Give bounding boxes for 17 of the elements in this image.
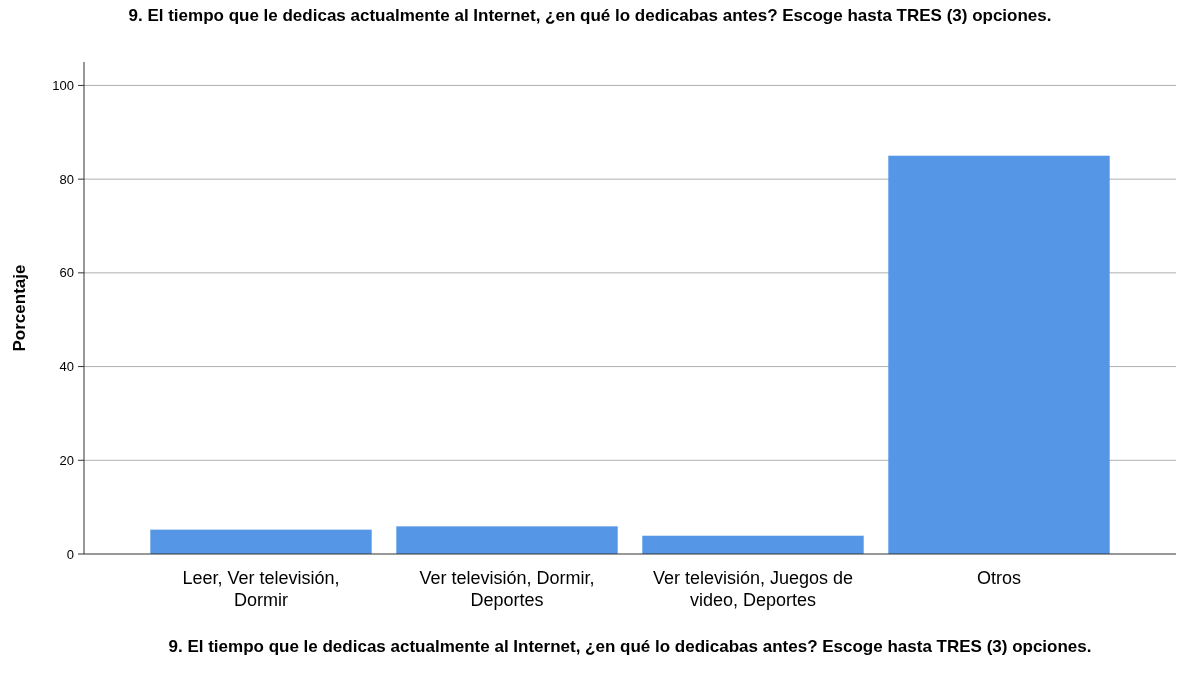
y-axis-title: Porcentaje bbox=[10, 264, 29, 352]
bar bbox=[888, 155, 1110, 554]
x-tick-label: Ver televisión, Dormir, Deportes bbox=[419, 568, 595, 610]
y-tick-label: 80 bbox=[59, 171, 74, 187]
chart-title: 9. El tiempo que le dedicas actualmente al Internet, ¿en qué lo dedicabas antes? Escoge hasta TRES (3) opciones. bbox=[128, 6, 1052, 25]
y-tick-label: 0 bbox=[66, 546, 74, 562]
y-tick-label: 20 bbox=[59, 452, 74, 468]
bar bbox=[396, 526, 618, 554]
x-tick-label: Otros bbox=[976, 568, 1022, 588]
bar bbox=[642, 535, 864, 554]
x-axis-title: 9. El tiempo que le dedicas actualmente al Internet, ¿en qué lo dedicabas antes? Escoge hasta TRES (3) opciones. bbox=[168, 637, 1092, 656]
y-tick-label: 100 bbox=[52, 77, 74, 93]
y-tick-label: 40 bbox=[59, 359, 74, 375]
bar bbox=[150, 529, 372, 554]
x-tick-label: Leer, Ver televisión, Dormir bbox=[182, 568, 340, 610]
x-tick-label: Ver televisión, Juegos de video, Deportes bbox=[652, 568, 854, 610]
y-tick-label: 60 bbox=[59, 265, 74, 281]
